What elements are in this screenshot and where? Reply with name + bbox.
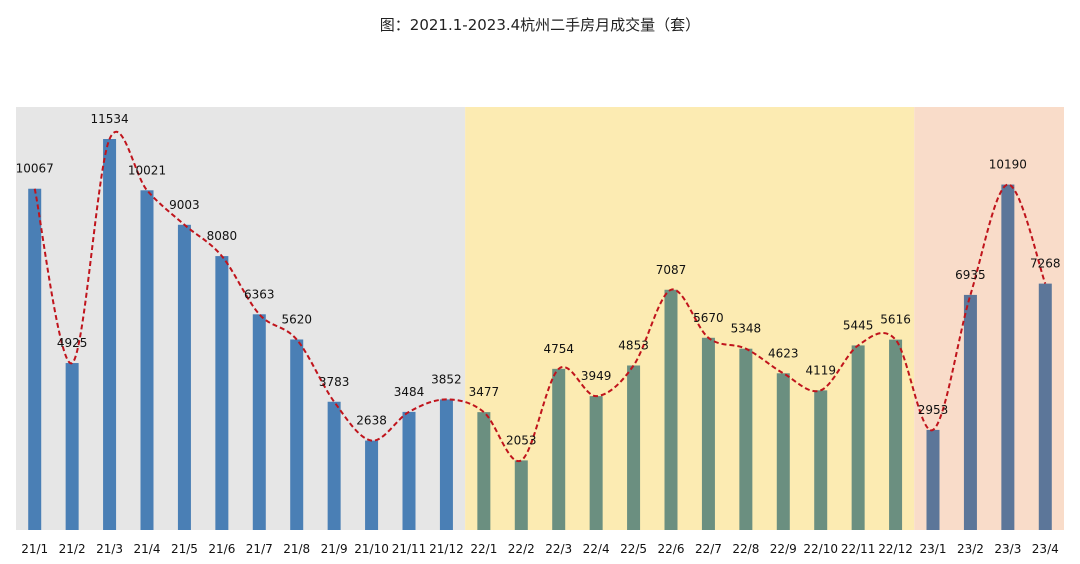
data-label-22-2: 2053 bbox=[506, 433, 537, 447]
bar-21-9 bbox=[327, 401, 341, 530]
year-band-2021 bbox=[16, 107, 466, 530]
bar-22-12 bbox=[889, 339, 903, 530]
x-tick-22-8: 22/8 bbox=[732, 542, 759, 556]
data-labels: 10067 4925 11534 10021 9003 8080 6363 5620 3783 2… bbox=[16, 112, 1061, 447]
x-tick-22-3: 22/3 bbox=[545, 542, 572, 556]
data-label-23-2: 6935 bbox=[955, 268, 986, 282]
bar-22-9 bbox=[776, 373, 790, 530]
data-label-21-8: 5620 bbox=[281, 312, 312, 326]
x-tick-21-9: 21/9 bbox=[321, 542, 348, 556]
bar-21-10 bbox=[365, 440, 379, 530]
data-label-22-10: 4119 bbox=[805, 363, 836, 377]
data-label-22-5: 4853 bbox=[618, 338, 649, 352]
bar-21-11 bbox=[402, 411, 416, 530]
data-label-21-4: 10021 bbox=[128, 163, 166, 177]
bar-22-3 bbox=[552, 368, 566, 530]
bar-21-6 bbox=[215, 256, 229, 530]
year-band-2022 bbox=[465, 107, 915, 530]
bar-21-12 bbox=[439, 399, 453, 530]
data-label-21-1: 10067 bbox=[16, 162, 54, 176]
x-tick-21-10: 21/10 bbox=[354, 542, 389, 556]
x-tick-22-12: 22/12 bbox=[878, 542, 913, 556]
data-label-21-12: 3852 bbox=[431, 372, 462, 386]
x-tick-22-11: 22/11 bbox=[841, 542, 876, 556]
data-label-22-8: 5348 bbox=[731, 322, 762, 336]
data-label-21-6: 8080 bbox=[207, 229, 238, 243]
bar-21-8 bbox=[290, 339, 304, 530]
x-tick-22-10: 22/10 bbox=[803, 542, 838, 556]
bar-22-7 bbox=[701, 337, 715, 530]
data-label-21-9: 3783 bbox=[319, 375, 350, 389]
bar-22-10 bbox=[814, 390, 828, 530]
data-label-23-3: 10190 bbox=[989, 158, 1027, 172]
data-label-23-4: 7268 bbox=[1030, 257, 1061, 271]
x-tick-22-5: 22/5 bbox=[620, 542, 647, 556]
data-label-22-12: 5616 bbox=[880, 313, 911, 327]
bar-22-5 bbox=[627, 365, 641, 530]
data-label-21-7: 6363 bbox=[244, 287, 275, 301]
data-label-22-11: 5445 bbox=[843, 318, 874, 332]
x-axis-ticks: 21/1 21/2 21/3 21/4 21/5 21/6 21/7 21/8 21/9 21/1… bbox=[21, 542, 1059, 556]
data-label-22-9: 4623 bbox=[768, 346, 799, 360]
bar-22-6 bbox=[664, 289, 678, 530]
x-tick-23-2: 23/2 bbox=[957, 542, 984, 556]
bar-23-3 bbox=[1001, 184, 1015, 531]
x-tick-22-4: 22/4 bbox=[583, 542, 610, 556]
x-tick-21-8: 21/8 bbox=[283, 542, 310, 556]
bar-21-1 bbox=[28, 188, 42, 531]
data-label-22-7: 5670 bbox=[693, 311, 724, 325]
bar-22-2 bbox=[514, 460, 528, 530]
data-label-21-3: 11534 bbox=[90, 112, 128, 126]
bar-23-1 bbox=[926, 429, 940, 530]
bar-22-8 bbox=[739, 348, 753, 530]
x-tick-22-9: 22/9 bbox=[770, 542, 797, 556]
x-tick-22-6: 22/6 bbox=[658, 542, 685, 556]
bar-21-2 bbox=[65, 363, 79, 530]
x-tick-21-2: 21/2 bbox=[59, 542, 86, 556]
bars bbox=[28, 139, 1052, 531]
x-tick-21-7: 21/7 bbox=[246, 542, 273, 556]
bar-21-5 bbox=[177, 224, 191, 530]
x-tick-21-6: 21/6 bbox=[208, 542, 235, 556]
chart-title: 图：2021.1-2023.4杭州二手房月成交量（套） bbox=[379, 16, 701, 34]
bar-23-2 bbox=[963, 294, 977, 530]
x-tick-21-11: 21/11 bbox=[392, 542, 427, 556]
x-tick-21-4: 21/4 bbox=[134, 542, 161, 556]
data-label-21-10: 2638 bbox=[356, 414, 387, 428]
data-label-23-1: 2953 bbox=[918, 403, 949, 417]
x-tick-22-1: 22/1 bbox=[470, 542, 497, 556]
x-tick-21-5: 21/5 bbox=[171, 542, 198, 556]
bar-22-1 bbox=[477, 412, 491, 530]
bar-21-4 bbox=[140, 190, 154, 531]
bar-21-7 bbox=[252, 314, 266, 530]
x-tick-21-3: 21/3 bbox=[96, 542, 123, 556]
x-tick-22-2: 22/2 bbox=[508, 542, 535, 556]
data-label-22-3: 4754 bbox=[543, 342, 574, 356]
bar-23-4 bbox=[1038, 283, 1052, 530]
x-tick-21-12: 21/12 bbox=[429, 542, 464, 556]
trend-line-group bbox=[33, 130, 1047, 462]
data-label-22-1: 3477 bbox=[469, 385, 500, 399]
trend-line bbox=[33, 130, 1047, 462]
bar-22-11 bbox=[851, 345, 865, 530]
data-label-22-6: 7087 bbox=[656, 263, 687, 277]
x-tick-21-1: 21/1 bbox=[21, 542, 48, 556]
bar-21-3 bbox=[103, 139, 117, 530]
x-tick-23-4: 23/4 bbox=[1032, 542, 1059, 556]
bar-22-4 bbox=[589, 396, 603, 530]
x-tick-22-7: 22/7 bbox=[695, 542, 722, 556]
data-label-21-2: 4925 bbox=[57, 336, 88, 350]
x-tick-23-3: 23/3 bbox=[994, 542, 1021, 556]
data-label-21-5: 9003 bbox=[169, 198, 200, 212]
x-tick-23-1: 23/1 bbox=[920, 542, 947, 556]
data-label-21-11: 3484 bbox=[394, 385, 425, 399]
data-label-22-4: 3949 bbox=[581, 369, 612, 383]
